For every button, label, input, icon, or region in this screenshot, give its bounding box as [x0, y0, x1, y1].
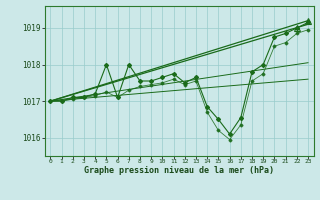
X-axis label: Graphe pression niveau de la mer (hPa): Graphe pression niveau de la mer (hPa) — [84, 166, 274, 175]
